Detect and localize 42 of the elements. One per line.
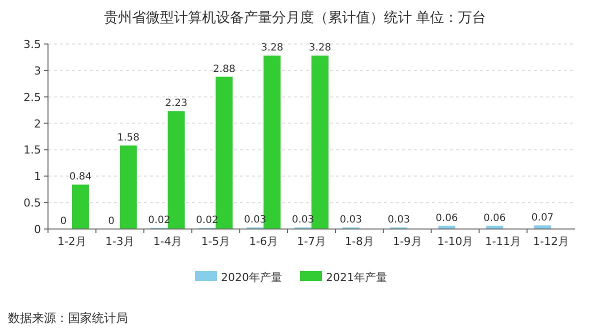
x-tick-label: 1-10月 <box>437 235 474 248</box>
y-tick-label: 1 <box>34 170 41 184</box>
x-tick-label: 1-3月 <box>105 235 134 248</box>
data-label: 3.28 <box>260 42 284 54</box>
bar <box>312 56 328 229</box>
data-label: 0.07 <box>531 212 554 224</box>
x-tick-label: 1-11月 <box>485 235 522 248</box>
x-tick-label: 1-2月 <box>57 235 86 248</box>
data-label: 3.28 <box>308 42 332 54</box>
x-tick-label: 1-8月 <box>344 235 374 248</box>
y-tick-label: 1.5 <box>24 144 41 157</box>
bar <box>264 56 281 229</box>
bar <box>120 145 137 229</box>
x-tick-label: 1-9月 <box>392 235 422 248</box>
data-label: 0 <box>108 216 115 227</box>
y-tick-label: 3.5 <box>24 38 41 51</box>
bar <box>216 76 233 229</box>
y-tick-label: 2.5 <box>24 90 41 104</box>
data-label: 0.06 <box>484 212 506 224</box>
data-label: 0.06 <box>436 212 458 224</box>
bar <box>168 111 185 229</box>
data-label: 2.23 <box>165 98 188 110</box>
y-tick-label: 0.5 <box>24 196 41 210</box>
data-label: 1.58 <box>117 132 140 144</box>
y-tick-label: 2 <box>34 117 41 130</box>
x-tick-label: 1-4月 <box>153 235 182 248</box>
legend-label: 2021年产量 <box>326 271 387 284</box>
chart-title: 贵州省微型计算机设备产量分月度（累计值）统计 单位：万台 <box>104 10 486 26</box>
y-tick-label: 3 <box>34 64 41 78</box>
x-tick-label: 1-7月 <box>297 235 326 248</box>
data-label: 0.03 <box>340 214 362 226</box>
legend-label: 2020年产量 <box>221 271 282 284</box>
y-tick-label: 0 <box>34 223 41 236</box>
x-tick-label: 1-12月 <box>533 235 570 248</box>
data-label: 0.03 <box>388 214 410 226</box>
x-tick-label: 1-6月 <box>249 235 278 248</box>
data-label: 2.88 <box>213 64 236 75</box>
data-label: 0 <box>60 216 67 227</box>
bar <box>72 184 89 229</box>
data-label: 0.84 <box>69 172 92 183</box>
x-tick-label: 1-5月 <box>201 235 230 248</box>
source-note: 数据来源：国家统计局 <box>8 311 128 325</box>
